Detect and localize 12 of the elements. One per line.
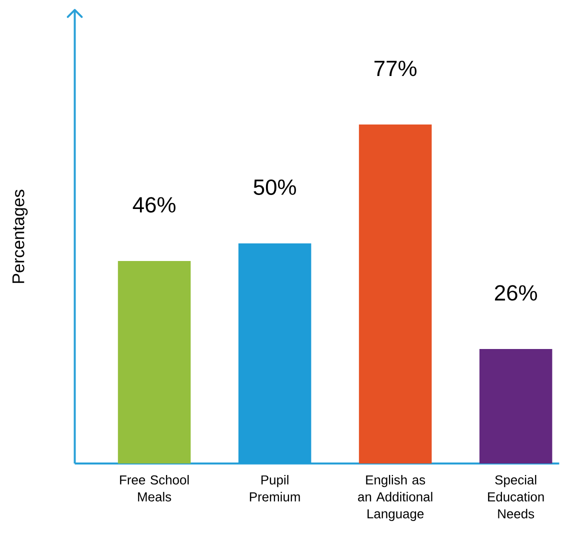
data-label: 50% xyxy=(254,179,296,195)
y-axis-title: Percentages xyxy=(12,190,28,283)
data-label: 26% xyxy=(494,285,537,301)
data-label: 77% xyxy=(374,60,416,76)
bar xyxy=(118,260,191,464)
x-tick-label: Free School Meals xyxy=(120,474,189,502)
x-tick-label: Pupil Premium xyxy=(250,474,300,502)
bar xyxy=(479,348,552,464)
data-label: 46% xyxy=(132,196,176,212)
x-tick-label: English as an Additional Language xyxy=(358,474,432,521)
bar xyxy=(358,124,432,464)
x-tick-label: Special Education Needs xyxy=(488,474,544,518)
